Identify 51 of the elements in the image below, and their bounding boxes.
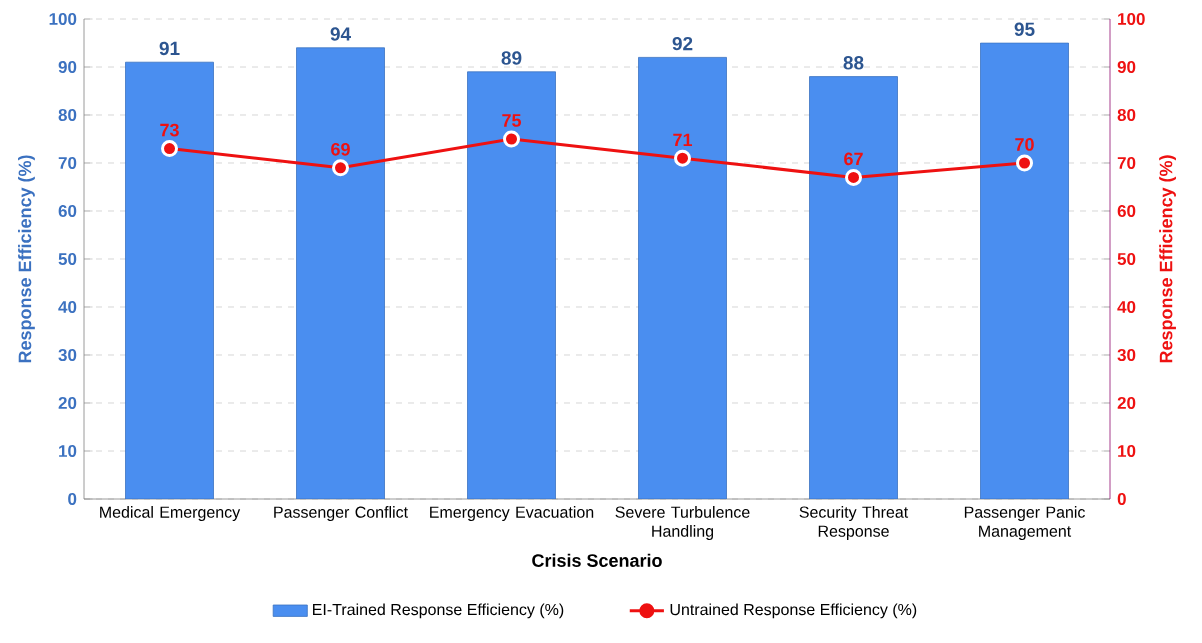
y2-tick-label: 90	[1117, 60, 1136, 73]
data-label: 70	[1015, 138, 1034, 151]
y2-tick-label: 70	[1117, 156, 1136, 170]
x-tick-label: Emergency Evacuation	[430, 506, 594, 521]
y-tick-label: 30	[58, 348, 77, 362]
x-tick-label: Security Threat Response	[799, 506, 909, 540]
data-label: 71	[673, 133, 693, 147]
point	[503, 130, 521, 148]
y-tick-label: 60	[58, 204, 77, 218]
data-label: 92	[672, 36, 693, 51]
point	[674, 149, 692, 167]
y2-tick-label: 60	[1117, 204, 1136, 218]
y2-tick-label: 50	[1117, 252, 1136, 266]
y-tick-label: 40	[58, 300, 77, 314]
point	[845, 168, 863, 186]
point	[161, 140, 179, 158]
y-tick-label: 90	[58, 60, 77, 74]
legend-label: EI-Trained Response Efficiency (%)	[313, 603, 564, 619]
y-tick-label: 70	[58, 156, 77, 170]
point	[332, 159, 350, 177]
data-label: 95	[1014, 22, 1035, 36]
y-tick-label: 100	[49, 12, 77, 26]
y-tick-label: 0	[68, 493, 77, 506]
x-tick-label: Severe Turbulence Handling	[615, 506, 750, 540]
y2-tick-label: 10	[1118, 444, 1136, 458]
x-tick-label: Medical Emergency	[100, 506, 241, 521]
data-label: 73	[160, 123, 179, 137]
y2-tick-label: 40	[1117, 300, 1136, 314]
x-tick-label: Passenger Conflict	[274, 506, 408, 521]
y-tick-label: 20	[58, 397, 77, 410]
y-tick-label: 50	[58, 252, 77, 266]
y2-tick-label: 30	[1117, 348, 1136, 362]
y2-tick-label: 80	[1117, 108, 1136, 121]
y2-tick-label: 100	[1118, 12, 1145, 25]
data-label: 67	[844, 152, 863, 166]
y2-tick-label: 20	[1117, 396, 1136, 410]
y2-axis-title: Response Efficiency (%)	[1159, 155, 1176, 363]
data-label: 89	[501, 51, 522, 65]
x-axis-title: Crisis Scenario	[532, 553, 662, 567]
y-tick-label: 80	[58, 108, 77, 122]
data-label: 94	[330, 27, 351, 41]
x-tick-label: Passenger Panic Management	[964, 506, 1085, 540]
data-label: 91	[159, 41, 180, 56]
point	[1016, 154, 1034, 172]
y-tick-label: 10	[59, 445, 77, 458]
y-axis-title: Response Efficiency (%)	[18, 155, 35, 363]
data-label: 88	[843, 56, 864, 70]
data-label: 69	[331, 142, 350, 156]
data-label: 75	[502, 114, 522, 127]
legend-label: Untrained Response Efficiency (%)	[670, 603, 917, 619]
y2-tick-label: 0	[1117, 492, 1126, 506]
